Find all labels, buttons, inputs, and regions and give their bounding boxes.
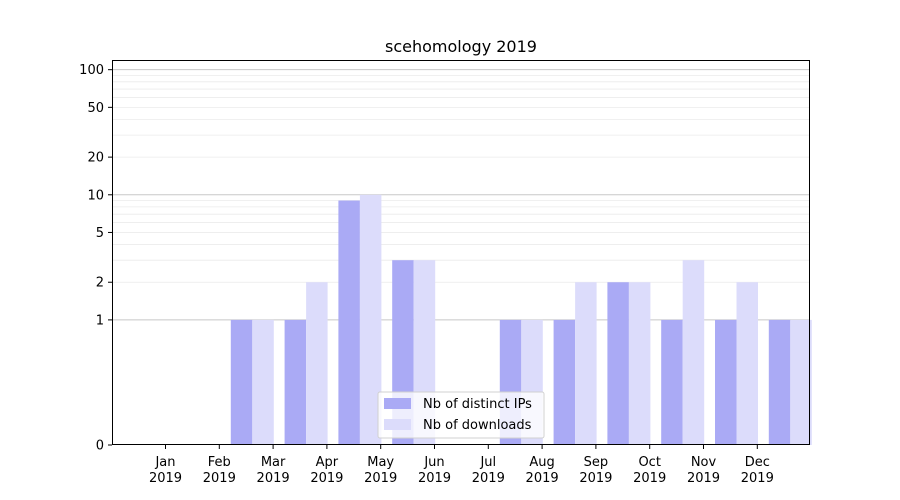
x-tick-label-month: Jan bbox=[154, 455, 175, 470]
plot-frame bbox=[112, 60, 810, 445]
x-tick-label-month: May bbox=[367, 455, 394, 470]
legend-label: Nb of distinct IPs bbox=[423, 397, 532, 412]
x-tick-label-year: 2019 bbox=[526, 471, 559, 486]
bar-nb-of-distinct-ips bbox=[553, 319, 576, 445]
bar-nb-of-downloads bbox=[628, 282, 651, 445]
bar-nb-of-downloads bbox=[575, 282, 597, 445]
x-tick-label-year: 2019 bbox=[257, 471, 290, 486]
legend-swatch bbox=[384, 419, 411, 430]
x-axis: Jan2019Feb2019Mar2019Apr2019May2019Jun20… bbox=[149, 445, 774, 486]
x-tick-label-year: 2019 bbox=[310, 471, 343, 486]
chart-title: scehomology 2019 bbox=[385, 37, 537, 56]
x-tick-label-year: 2019 bbox=[579, 471, 612, 486]
legend-box bbox=[377, 391, 545, 439]
bar-nb-of-downloads bbox=[306, 282, 328, 445]
x-tick-label-year: 2019 bbox=[687, 471, 720, 486]
y-tick-label: 5 bbox=[96, 226, 104, 241]
bar-nb-of-downloads bbox=[736, 282, 758, 445]
legend-label: Nb of downloads bbox=[423, 418, 532, 433]
bar-nb-of-downloads bbox=[252, 319, 274, 445]
x-tick-label-year: 2019 bbox=[741, 471, 774, 486]
bar-nb-of-distinct-ips bbox=[715, 319, 737, 445]
bar-nb-of-distinct-ips bbox=[338, 200, 360, 445]
x-tick-label-year: 2019 bbox=[203, 471, 236, 486]
bar-nb-of-distinct-ips bbox=[284, 319, 307, 445]
y-tick-label: 20 bbox=[87, 151, 104, 166]
grid-lines bbox=[112, 69, 809, 321]
x-tick-label-month: Jul bbox=[479, 455, 496, 470]
x-tick-label-year: 2019 bbox=[472, 471, 505, 486]
y-tick-label: 0 bbox=[96, 439, 104, 454]
y-tick-label: 2 bbox=[96, 276, 104, 291]
x-tick-label-month: Apr bbox=[316, 455, 339, 470]
legend-swatch bbox=[384, 398, 411, 409]
x-tick-label-year: 2019 bbox=[418, 471, 451, 486]
bar-nb-of-distinct-ips bbox=[661, 319, 683, 445]
y-tick-label: 100 bbox=[79, 63, 104, 78]
x-tick-label-month: Oct bbox=[638, 455, 660, 470]
y-axis: 0 1 2 5 10 20 50 100 bbox=[79, 63, 112, 454]
bar-nb-of-distinct-ips bbox=[768, 319, 791, 445]
bar-nb-of-downloads bbox=[359, 194, 382, 445]
x-tick-label-year: 2019 bbox=[364, 471, 397, 486]
x-tick-label-month: Dec bbox=[745, 455, 770, 470]
x-tick-label-month: Aug bbox=[529, 455, 554, 470]
x-tick-label-month: Jun bbox=[423, 455, 444, 470]
x-tick-label-month: Feb bbox=[208, 455, 231, 470]
bar-nb-of-distinct-ips bbox=[230, 319, 253, 445]
y-tick-label: 1 bbox=[96, 313, 104, 328]
x-tick-label-month: Mar bbox=[261, 455, 286, 470]
y-tick-label: 10 bbox=[87, 188, 104, 203]
bar-nb-of-distinct-ips bbox=[607, 282, 629, 445]
x-tick-label-month: Nov bbox=[691, 455, 717, 470]
legend: Nb of distinct IPs Nb of downloads bbox=[377, 391, 545, 439]
y-tick-label: 50 bbox=[87, 101, 104, 116]
x-tick-label-year: 2019 bbox=[149, 471, 182, 486]
x-tick-label-year: 2019 bbox=[633, 471, 666, 486]
bar-nb-of-downloads bbox=[682, 260, 705, 445]
x-tick-label-month: Sep bbox=[584, 455, 609, 470]
bar-nb-of-downloads bbox=[790, 319, 812, 445]
bars bbox=[230, 194, 812, 445]
